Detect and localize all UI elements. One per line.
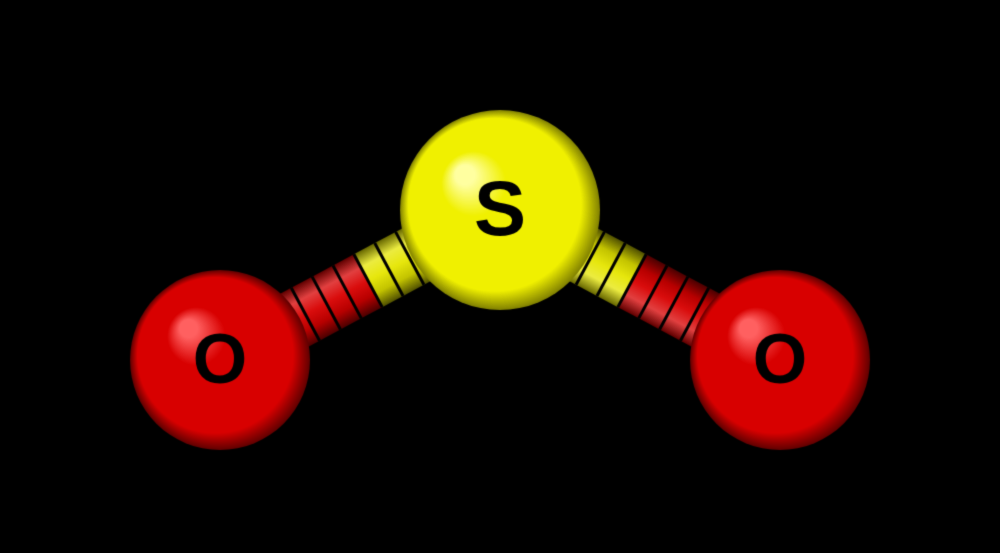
molecule-diagram <box>0 0 1000 553</box>
